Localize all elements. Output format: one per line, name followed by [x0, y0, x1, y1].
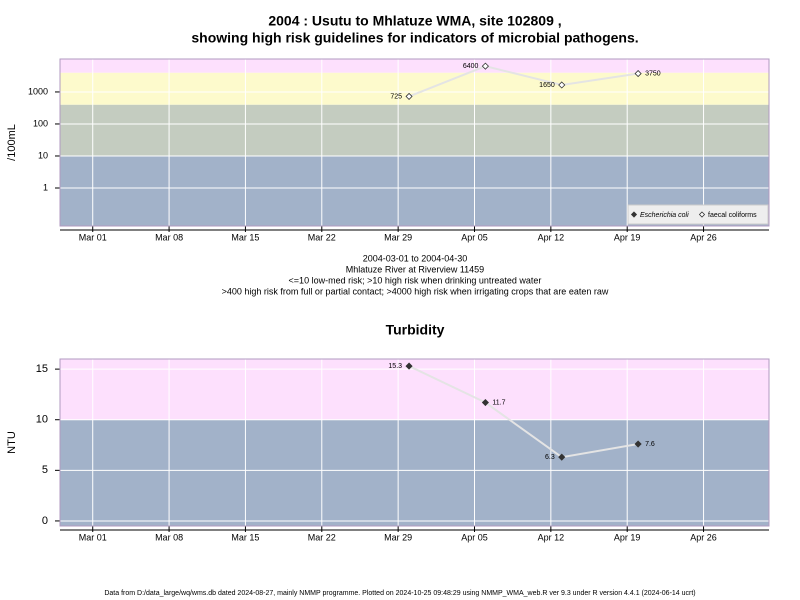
data-label: 7.6 — [645, 441, 655, 448]
x-tick-label: Mar 15 — [231, 232, 259, 242]
data-label: 6400 — [463, 63, 479, 70]
data-label: 15.3 — [388, 363, 402, 370]
data-label: 3750 — [645, 70, 661, 77]
x-tick-label: Apr 12 — [538, 232, 565, 242]
x-tick-label: Apr 19 — [614, 532, 641, 542]
chart-title: Turbidity — [386, 322, 445, 338]
x-tick-label: Mar 29 — [384, 232, 412, 242]
y-tick-label: 1000 — [28, 86, 48, 96]
data-point — [481, 398, 489, 407]
data-point — [405, 362, 413, 370]
data-point — [405, 92, 413, 100]
data-label: 6.3 — [545, 454, 555, 461]
y-axis-label: NTU — [6, 431, 18, 454]
x-tick-label: Mar 08 — [155, 532, 183, 542]
x-tick-label: Mar 22 — [308, 532, 336, 542]
y-tick-label: 0 — [42, 515, 48, 527]
data-point — [634, 440, 642, 448]
x-tick-label: Apr 19 — [614, 232, 641, 242]
x-tick-label: Mar 22 — [308, 232, 336, 242]
y-tick-label: 10 — [36, 414, 48, 426]
x-tick-label: Apr 26 — [690, 532, 717, 542]
data-point — [634, 70, 642, 78]
x-tick-label: Mar 01 — [79, 532, 107, 542]
risk-band — [60, 419, 769, 526]
note: <=10 low-med risk; >10 high risk when dr… — [289, 275, 542, 285]
note: Mhlatuze River at Riverview 11459 — [346, 264, 484, 274]
y-tick-label: 10 — [38, 150, 48, 160]
series-line — [408, 65, 639, 98]
legend-marker — [698, 211, 706, 218]
y-axis-label: /100mL — [6, 124, 18, 161]
x-tick-label: Mar 15 — [231, 532, 259, 542]
plot-frame — [59, 58, 770, 227]
x-tick-label: Apr 05 — [461, 232, 488, 242]
risk-band — [60, 104, 769, 156]
legend-label: faecal coliforms — [708, 212, 757, 219]
risk-band — [60, 72, 769, 105]
data-label: 725 — [390, 93, 402, 100]
legend-marker — [630, 211, 638, 218]
data-point — [558, 453, 566, 461]
x-tick-label: Mar 01 — [79, 232, 107, 242]
legend-box — [627, 204, 769, 225]
series-line — [408, 365, 639, 459]
data-label: 11.7 — [492, 399, 505, 406]
y-tick-label: 1 — [43, 182, 48, 192]
chart-title: showing high risk guidelines for indicat… — [191, 30, 638, 46]
legend-label: Escherichia coli — [640, 212, 689, 219]
data-label: 1650 — [539, 82, 555, 89]
plot-frame — [59, 358, 770, 527]
y-tick-label: 15 — [36, 363, 48, 375]
data-point — [558, 81, 566, 89]
chart-title: 2004 : Usutu to Mhlatuze WMA, site 10280… — [268, 13, 561, 29]
x-tick-label: Mar 29 — [384, 532, 412, 542]
risk-band — [60, 59, 769, 73]
x-tick-label: Apr 05 — [461, 532, 488, 542]
note: 2004-03-01 to 2004-04-30 — [363, 253, 468, 263]
x-tick-label: Apr 26 — [690, 232, 717, 242]
data-point — [481, 62, 489, 70]
y-tick-label: 100 — [33, 118, 48, 128]
footer: Data from D:/data_large/wq/wms.db dated … — [104, 590, 695, 597]
x-tick-label: Apr 12 — [538, 532, 565, 542]
x-tick-label: Mar 08 — [155, 232, 183, 242]
y-tick-label: 5 — [42, 464, 48, 476]
note: >400 high risk from full or partial cont… — [222, 286, 609, 296]
